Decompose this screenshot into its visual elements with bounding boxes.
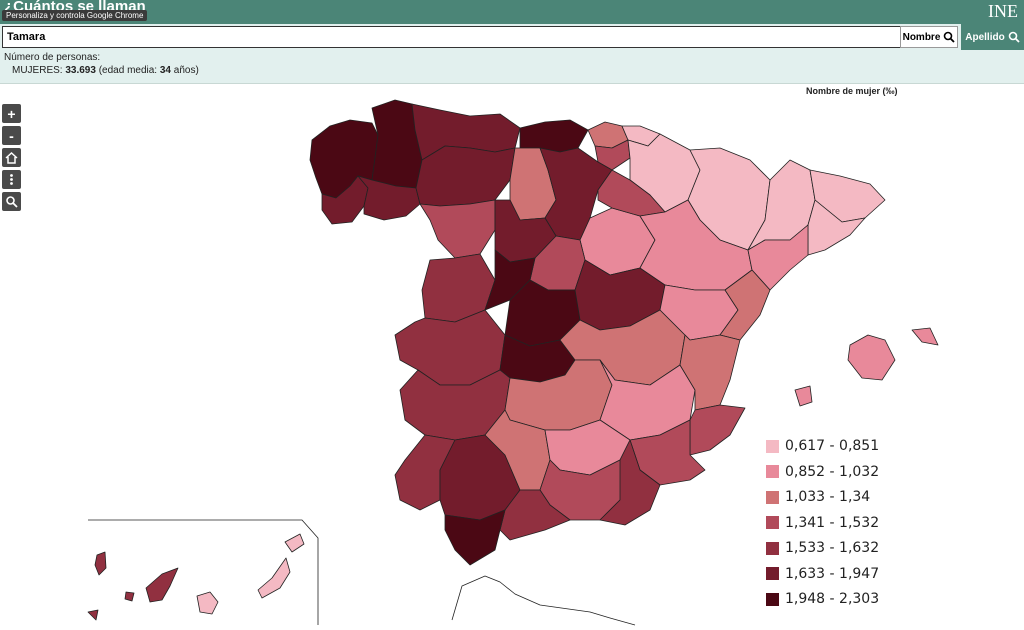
legend-swatch: [766, 541, 779, 555]
legend-item: 0,617 - 0,851: [766, 438, 879, 454]
legend-item: 1,033 - 1,34: [766, 489, 870, 505]
province-tarragona[interactable]: [747, 224, 809, 291]
legend-item: 1,341 - 1,532: [766, 515, 879, 531]
province-cantabria[interactable]: [519, 119, 589, 153]
province-castellon[interactable]: [719, 269, 771, 341]
legend-label: 0,852 - 1,032: [785, 463, 880, 480]
zoom-in-button[interactable]: +: [2, 104, 21, 123]
minus-icon: -: [9, 127, 14, 144]
province-gran-canaria[interactable]: [196, 591, 219, 615]
search-icon: [1008, 31, 1020, 43]
gender-label: MUJERES:: [12, 65, 63, 76]
legend-swatch: [766, 592, 779, 606]
chrome-tooltip: Personaliza y controla Google Chrome: [2, 10, 148, 21]
province-la-palma[interactable]: [94, 551, 107, 576]
women-count-line: MUJERES: 33.693 (edad media: 34 años): [12, 65, 199, 76]
home-button[interactable]: [2, 148, 21, 167]
more-options-button[interactable]: [2, 170, 21, 189]
search-icon: [6, 196, 18, 208]
legend-item: 1,533 - 1,632: [766, 540, 879, 556]
province-lanzarote[interactable]: [284, 533, 305, 553]
province-tenerife[interactable]: [145, 567, 179, 603]
nombre-button-label: Nombre: [902, 31, 941, 43]
spain-province-map: [87, 99, 939, 626]
province-el-hierro[interactable]: [87, 609, 99, 621]
legend-label: 1,948 - 2,303: [785, 591, 880, 607]
edad-suffix: años): [173, 65, 199, 76]
average-age: 34: [159, 65, 171, 76]
map-search-button[interactable]: [2, 192, 21, 211]
zoom-out-button[interactable]: -: [2, 126, 21, 145]
legend-item: 1,948 - 2,303: [766, 591, 879, 607]
province-leon[interactable]: [415, 145, 516, 207]
name-search-input[interactable]: Tamara: [2, 26, 904, 48]
legend-swatch: [766, 516, 779, 529]
legend-swatch: [766, 439, 779, 453]
province-zamora[interactable]: [419, 199, 496, 259]
more-icon: [10, 174, 13, 185]
legend-swatch: [766, 465, 779, 478]
plus-icon: +: [7, 105, 16, 122]
province-alicante[interactable]: [689, 404, 746, 456]
legend-item: 0,852 - 1,032: [766, 464, 879, 480]
legend-swatch: [766, 490, 779, 504]
nombre-search-button[interactable]: Nombre: [900, 26, 958, 48]
people-count-label: Número de personas:: [4, 52, 101, 63]
info-panel: Número de personas: MUJERES: 33.693 (eda…: [0, 50, 1024, 84]
province-caceres[interactable]: [394, 309, 506, 386]
legend-label: 1,533 - 1,632: [785, 540, 880, 556]
ine-logo[interactable]: INE: [988, 1, 1018, 21]
search-bar: Tamara Nombre Apellido: [0, 24, 1024, 50]
legend-label: 1,033 - 1,34: [785, 489, 871, 505]
map-title: Nombre de mujer (‰): [806, 86, 898, 96]
province-mallorca[interactable]: [847, 334, 896, 381]
province-malaga[interactable]: [499, 489, 571, 541]
africa-coastline: [451, 575, 636, 626]
canarias-frame: [88, 519, 319, 625]
home-icon: [5, 151, 18, 164]
apellido-search-button[interactable]: Apellido: [961, 24, 1024, 50]
province-la-gomera[interactable]: [124, 591, 135, 602]
legend-label: 1,633 - 1,947: [785, 565, 880, 582]
province-cadiz[interactable]: [444, 509, 506, 566]
province-fuerteventura[interactable]: [257, 557, 291, 599]
legend-label: 0,617 - 0,851: [785, 438, 880, 454]
apellido-button-label: Apellido: [965, 31, 1005, 43]
legend-swatch: [766, 567, 779, 580]
province-menorca[interactable]: [911, 327, 939, 346]
province-valencia[interactable]: [679, 334, 741, 411]
search-icon: [944, 31, 956, 43]
legend-label: 1,341 - 1,532: [785, 514, 880, 531]
province-almeria[interactable]: [599, 439, 661, 526]
top-bar: ¿Cuántos se llaman Personaliza y control…: [0, 0, 1024, 24]
legend-item: 1,633 - 1,947: [766, 566, 879, 582]
women-count: 33.693: [65, 65, 96, 76]
edad-prefix: (edad media:: [98, 65, 158, 76]
province-ourense[interactable]: [357, 175, 421, 221]
province-ibiza[interactable]: [794, 385, 813, 407]
